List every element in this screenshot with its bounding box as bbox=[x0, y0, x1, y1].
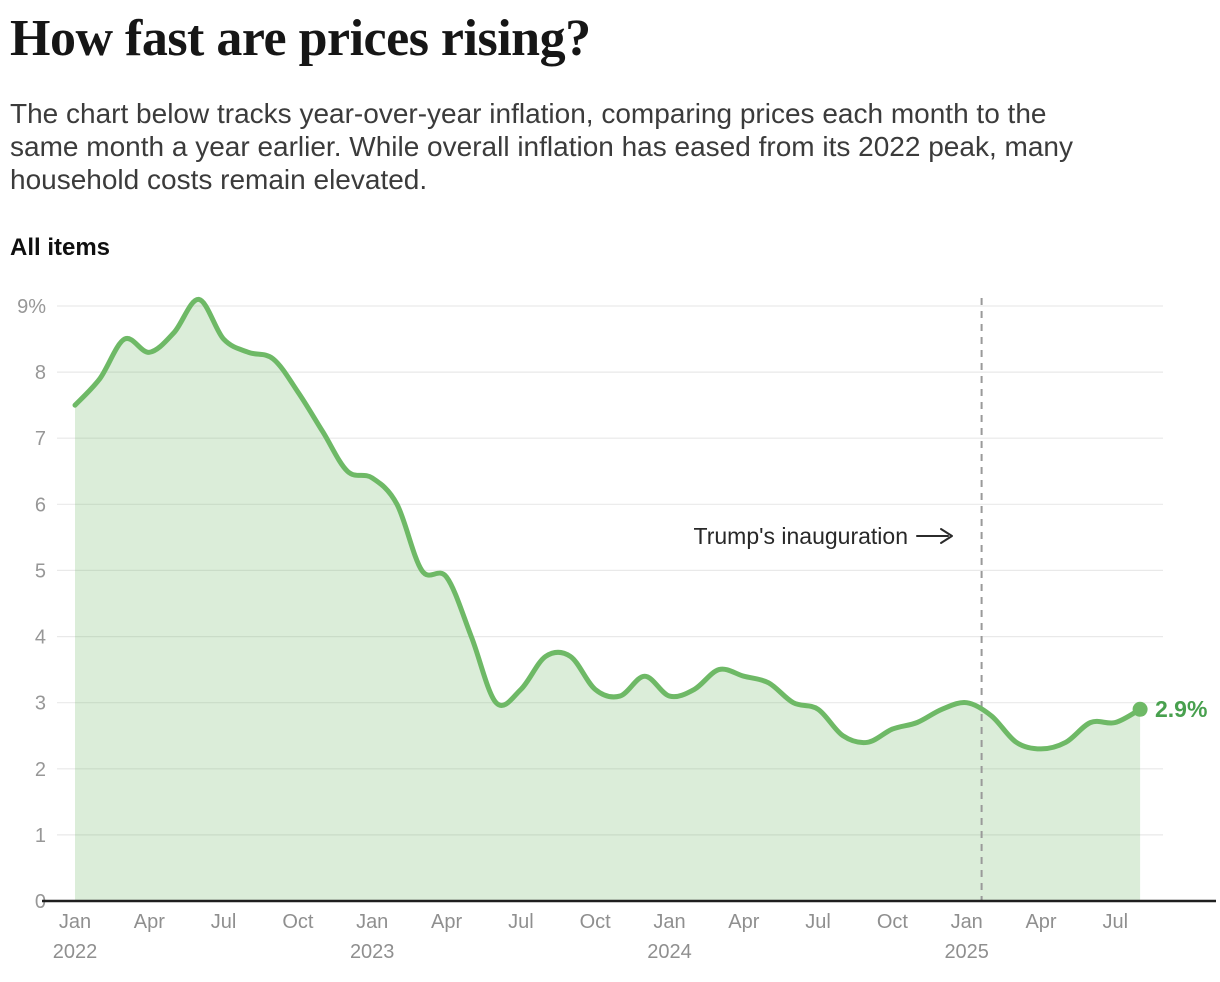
x-tick-label: Jul bbox=[508, 911, 534, 933]
gridlines bbox=[57, 305, 1163, 836]
x-tick-label: Jan bbox=[951, 911, 983, 933]
x-tick-label: Oct bbox=[282, 911, 314, 933]
y-tick-label: 9% bbox=[17, 296, 46, 318]
series-label: All items bbox=[10, 234, 111, 261]
inflation-area-chart: 9% 8 7 6 5 4 3 2 1 0 Jan 2022 Apr Jul Oct Jan 2023 Apr Ju… bbox=[0, 282, 1220, 982]
x-axis-labels: Jan 2022 Apr Jul Oct Jan 2023 Apr Jul Oct Jan 2024 A… bbox=[53, 911, 1128, 963]
x-tick-label: Jan bbox=[356, 911, 388, 933]
subtitle-line: same month a year earlier. While overall… bbox=[10, 131, 1073, 162]
subtitle-line: household costs remain elevated. bbox=[10, 164, 428, 195]
area-fill bbox=[75, 299, 1141, 901]
y-tick-label: 8 bbox=[35, 362, 46, 384]
x-tick-label: Oct bbox=[580, 911, 612, 933]
page-subtitle: The chart below tracks year-over-year in… bbox=[10, 97, 1073, 196]
y-axis-labels: 9% 8 7 6 5 4 3 2 1 0 bbox=[17, 296, 46, 913]
y-tick-label: 0 bbox=[35, 891, 46, 913]
x-tick-label: Apr bbox=[431, 911, 462, 933]
annotation-label: Trump's inauguration bbox=[694, 523, 908, 549]
x-tick-year-label: 2022 bbox=[53, 941, 98, 963]
subtitle-line: The chart below tracks year-over-year in… bbox=[10, 98, 1047, 129]
latest-value-dot bbox=[1132, 701, 1148, 717]
y-tick-label: 7 bbox=[35, 428, 46, 450]
y-tick-label: 5 bbox=[35, 560, 46, 582]
x-tick-label: Jul bbox=[1103, 911, 1129, 933]
y-tick-label: 2 bbox=[35, 759, 46, 781]
y-tick-label: 3 bbox=[35, 693, 46, 715]
y-tick-label: 6 bbox=[35, 494, 46, 516]
area-chart-svg: 9% 8 7 6 5 4 3 2 1 0 Jan 2022 Apr Jul Oct Jan 2023 Apr Ju… bbox=[17, 296, 1216, 963]
annotation-arrowhead-icon bbox=[940, 528, 953, 544]
x-tick-year-label: 2024 bbox=[647, 941, 692, 963]
x-tick-label: Apr bbox=[1025, 911, 1056, 933]
x-tick-label: Jan bbox=[653, 911, 685, 933]
inflation-line bbox=[72, 296, 1143, 752]
x-tick-year-label: 2023 bbox=[350, 941, 395, 963]
x-tick-label: Jul bbox=[805, 911, 831, 933]
x-tick-label: Apr bbox=[134, 911, 165, 933]
y-tick-label: 4 bbox=[35, 627, 46, 649]
page-title: How fast are prices rising? bbox=[10, 10, 591, 67]
annotation: Trump's inauguration bbox=[694, 523, 953, 549]
latest-value-label: 2.9% bbox=[1155, 696, 1207, 722]
y-tick-label: 1 bbox=[35, 825, 46, 847]
x-tick-label: Jul bbox=[211, 911, 237, 933]
x-tick-label: Jan bbox=[59, 911, 91, 933]
x-tick-label: Oct bbox=[877, 911, 909, 933]
x-tick-label: Apr bbox=[728, 911, 759, 933]
x-tick-year-label: 2025 bbox=[944, 941, 989, 963]
